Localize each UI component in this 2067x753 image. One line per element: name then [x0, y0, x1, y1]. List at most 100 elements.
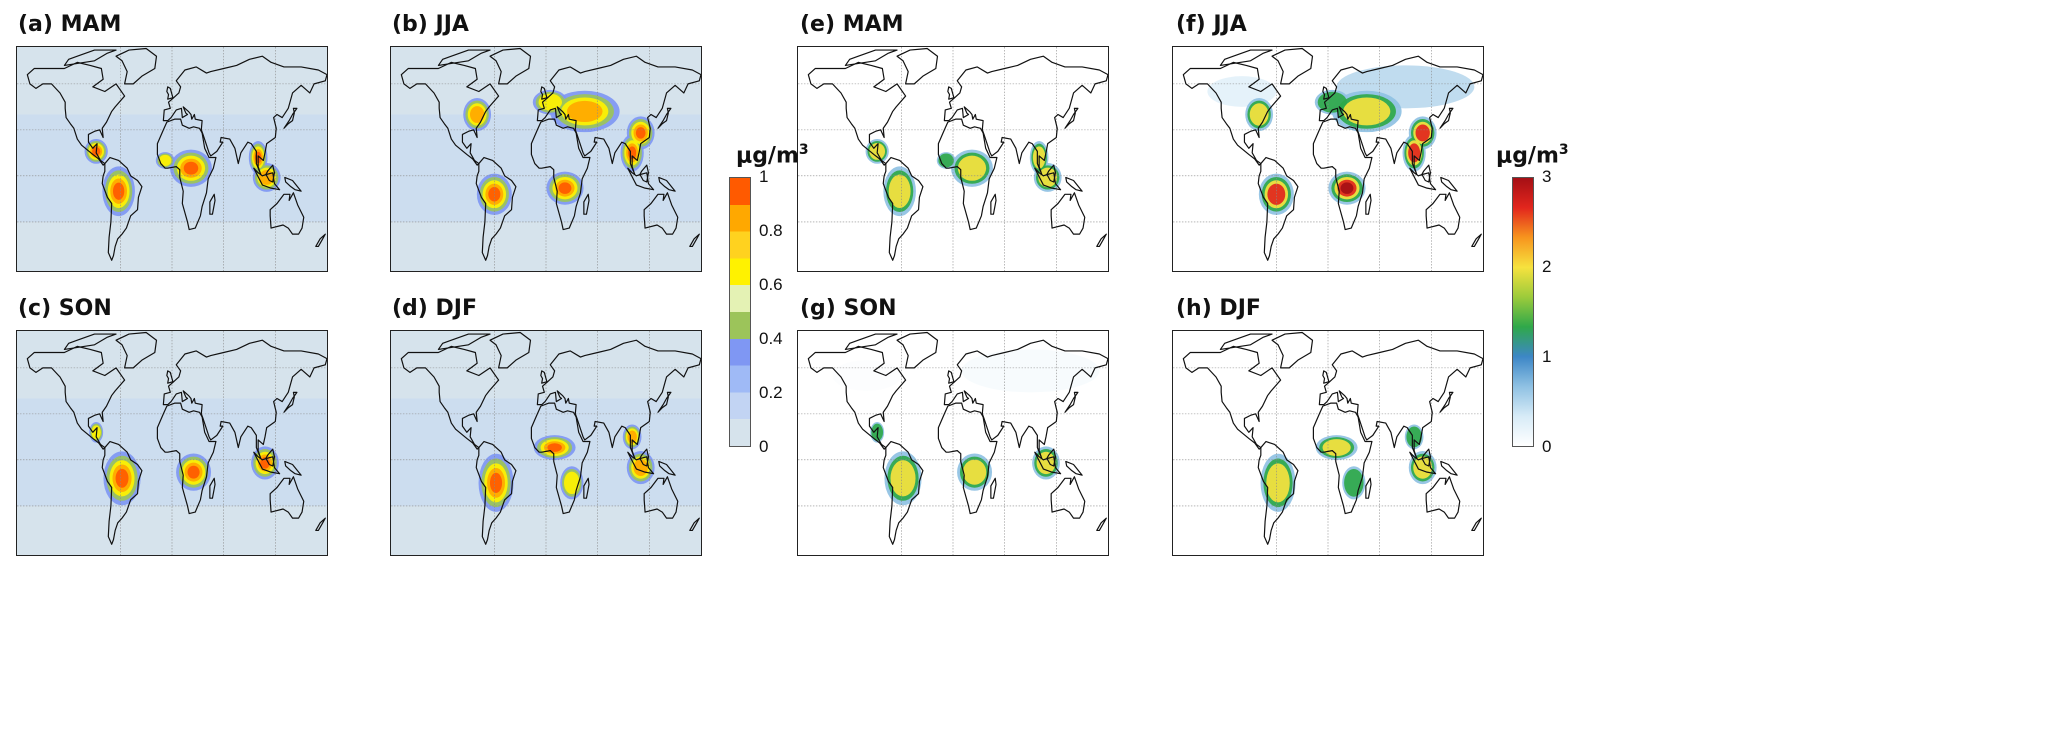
- colorbar-left-tick-label: 0.4: [759, 329, 783, 348]
- coastline-australia: [1050, 476, 1086, 519]
- coastline-eurasia: [943, 55, 1108, 175]
- coastline-arctic-isles: [437, 333, 491, 351]
- coastline-madagascar: [1365, 477, 1372, 499]
- concentration-contour: [888, 174, 911, 208]
- coastline-greenland: [115, 331, 158, 369]
- coastline-new-zealand: [315, 233, 326, 248]
- concentration-contour: [890, 460, 916, 497]
- colorbar-left-unit: μg/m3: [736, 142, 809, 169]
- concentration-contour: [1340, 182, 1354, 194]
- coastline-uk: [947, 86, 955, 100]
- coastline-japan: [1064, 391, 1079, 413]
- concentration-contour: [1413, 456, 1433, 479]
- coastline-greenland: [1271, 47, 1314, 85]
- map-svg: [798, 47, 1108, 271]
- coastline-arctic-isles: [63, 333, 117, 351]
- coastline-japan: [1064, 107, 1079, 129]
- coastline-south-america: [475, 440, 517, 545]
- panel-title-c: (c) SON: [18, 296, 112, 321]
- coastline-madagascar: [209, 477, 216, 499]
- boreal-plume: [832, 360, 902, 391]
- coastline-south-america: [101, 440, 143, 545]
- coastline-arctic-isles: [1219, 49, 1273, 67]
- colorbar-right-unit: μg/m3: [1496, 142, 1569, 169]
- coastline-south-america: [1257, 156, 1299, 261]
- boreal-plume: [961, 349, 1100, 393]
- coastline-madagascar: [990, 193, 997, 215]
- coastline-japan: [283, 391, 298, 413]
- colorbar-left-tick-label: 0.6: [759, 275, 783, 294]
- coastline-new-zealand: [689, 233, 700, 248]
- concentration-contour: [566, 100, 603, 123]
- panel-title-a: (a) MAM: [18, 12, 122, 37]
- coastline-arctic-isles: [437, 49, 491, 67]
- panel-title-h: (h) DJF: [1176, 296, 1261, 321]
- coastline-australia: [1425, 192, 1461, 235]
- concentration-contour: [488, 187, 501, 202]
- colorbar-right-tick-label: 1: [1542, 347, 1552, 366]
- coastline-arctic-isles: [844, 333, 898, 351]
- concentration-contour: [962, 459, 987, 485]
- concentration-contour: [158, 154, 172, 167]
- coastline-new-zealand: [689, 517, 700, 532]
- concentration-contour: [1322, 439, 1351, 456]
- map-svg: [391, 47, 701, 271]
- concentration-contour: [1415, 124, 1430, 142]
- coastline-japan: [657, 391, 672, 413]
- coastline-africa: [530, 118, 591, 231]
- coastline-borneo: [1421, 448, 1432, 467]
- colorbar-left-tick-label: 1: [759, 167, 769, 186]
- concentration-contour: [558, 182, 572, 194]
- coastline-greenland: [896, 331, 939, 369]
- coastline-uk: [540, 86, 548, 100]
- concentration-contour: [1267, 183, 1286, 205]
- coastline-uk: [166, 86, 174, 100]
- coastline-south-america: [882, 440, 924, 545]
- coastline-north-america: [26, 61, 126, 166]
- panel-title-b: (b) JJA: [392, 12, 469, 37]
- coastline-australia: [1050, 192, 1086, 235]
- coastline-north-america: [400, 345, 500, 450]
- coastline-greenland: [115, 47, 158, 85]
- coastline-australia: [643, 476, 679, 519]
- coastline-japan: [657, 107, 672, 129]
- map-panel-f: [1172, 46, 1484, 272]
- coastline-south-america: [101, 156, 143, 261]
- coastline-new-guinea: [1440, 460, 1458, 476]
- coastline-borneo: [265, 164, 276, 183]
- coastline-africa: [156, 402, 217, 515]
- coastline-africa: [937, 402, 998, 515]
- coastline-australia: [1425, 476, 1461, 519]
- coastline-south-america: [475, 156, 517, 261]
- coastline-madagascar: [583, 477, 590, 499]
- coastline-south-america: [1257, 440, 1299, 545]
- coastline-new-zealand: [1096, 517, 1107, 532]
- map-panel-c: [16, 330, 328, 556]
- coastline-arctic-isles: [63, 49, 117, 67]
- coastline-arctic-isles: [1219, 333, 1273, 351]
- panel-title-g: (g) SON: [800, 296, 897, 321]
- coastline-borneo: [1046, 164, 1057, 183]
- concentration-contour: [635, 127, 646, 139]
- coastline-new-guinea: [1440, 176, 1458, 192]
- panel-title-e: (e) MAM: [800, 12, 904, 37]
- coastline-madagascar: [583, 193, 590, 215]
- coastline-uk: [540, 370, 548, 384]
- coastline-north-america: [807, 345, 907, 450]
- coastline-madagascar: [1365, 193, 1372, 215]
- coastline-new-zealand: [1096, 233, 1107, 248]
- map-panel-b: [390, 46, 702, 272]
- colorbar-right-tick-label: 0: [1542, 437, 1552, 456]
- coastline-africa: [1312, 402, 1373, 515]
- coastline-new-guinea: [1065, 460, 1083, 476]
- colorbar-left-tick-label: 0.2: [759, 383, 783, 402]
- colorbar-left-tick-label: 0.8: [759, 221, 783, 240]
- ocean-background: [391, 47, 701, 271]
- coastline-eurasia: [536, 339, 701, 459]
- coastline-greenland: [489, 331, 532, 369]
- coastline-japan: [1439, 391, 1454, 413]
- concentration-contour: [187, 465, 200, 479]
- map-panel-g: [797, 330, 1109, 556]
- concentration-contour: [957, 155, 987, 181]
- coastline-eurasia: [1318, 339, 1483, 459]
